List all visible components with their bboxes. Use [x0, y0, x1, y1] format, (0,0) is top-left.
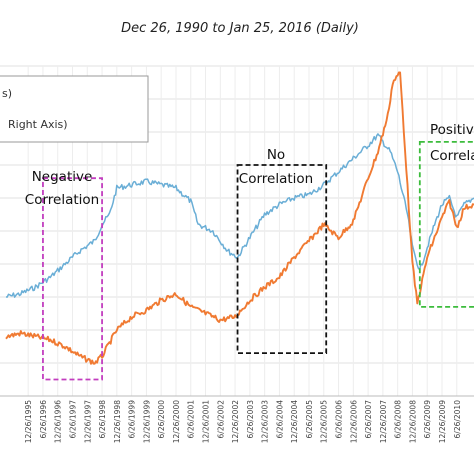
annotation-group: Negative Correlation No Correlation Positive… [25, 122, 474, 381]
x-tick-label: 12/26/1998 [113, 400, 122, 443]
x-tick-label: 12/26/1997 [83, 400, 92, 443]
x-tick-label: 6/26/2006 [335, 400, 344, 439]
x-tick-label: 12/26/2008 [408, 400, 417, 443]
legend-label-1: s) [2, 87, 12, 100]
legend: s) Right Axis) [0, 75, 149, 143]
series-group [5, 71, 474, 365]
x-tick-label: 12/26/1999 [142, 400, 151, 443]
x-tick-label: 6/26/2005 [305, 400, 314, 439]
annotation-label-3-line-2: Correlation [430, 148, 474, 164]
x-tick-label: 12/26/2005 [320, 400, 329, 443]
x-tick-label: 6/26/2001 [187, 400, 196, 439]
annotation-box-3 [418, 140, 474, 308]
x-tick-label: 12/26/2000 [172, 400, 181, 443]
series-line-2 [5, 71, 474, 365]
x-tick-label: 6/26/2003 [246, 400, 255, 439]
legend-box [0, 75, 149, 143]
x-tick-labels: 12/26/1995 6/26/1996 12/26/1996 6/26/1997 12… [24, 400, 462, 443]
x-tick-label: 6/26/2002 [216, 400, 225, 439]
x-tick-label: 6/26/2004 [275, 400, 284, 439]
annotation-label-2-line-2: Correlation [239, 171, 313, 187]
x-tick-label: 6/26/2009 [423, 400, 432, 439]
annotation-label-3-line-1: Positive [430, 122, 474, 138]
annotation-label-1-line-2: Correlation [25, 192, 99, 208]
series-line-1 [5, 133, 474, 298]
x-tick-label: 6/26/1999 [128, 400, 137, 439]
x-tick-label: 12/26/2004 [290, 400, 299, 443]
x-tick-label: 6/26/2008 [394, 400, 403, 439]
x-tick-label: 12/26/1995 [24, 400, 33, 443]
x-tick-label: 12/26/2007 [379, 400, 388, 443]
x-tick-label: 12/26/1996 [54, 400, 63, 443]
annotation-label-2-line-1: No [267, 147, 285, 163]
x-tick-label: 6/26/2007 [364, 400, 373, 439]
x-tick-label: 6/26/1998 [98, 400, 107, 439]
annotation-box-2 [236, 164, 328, 355]
x-tick-label: 12/26/2003 [261, 400, 270, 443]
x-tick-label: 6/26/1996 [39, 400, 48, 439]
annotation-box-1 [42, 177, 103, 381]
legend-label-2: Right Axis) [8, 118, 68, 131]
x-tick-label: 12/26/2006 [349, 400, 358, 443]
x-tick-label: 12/26/2001 [202, 400, 211, 443]
x-tick-label: 6/26/2000 [157, 400, 166, 439]
x-tick-label: 6/26/2010 [453, 400, 462, 439]
x-tick-label: 12/26/2002 [231, 400, 240, 443]
x-tick-label: 12/26/2009 [438, 400, 447, 443]
chart-title: Dec 26, 1990 to Jan 25, 2016 (Daily) [121, 21, 359, 36]
x-tick-label: 6/26/1997 [69, 400, 78, 439]
annotation-label-1-line-1: Negative [32, 169, 93, 185]
